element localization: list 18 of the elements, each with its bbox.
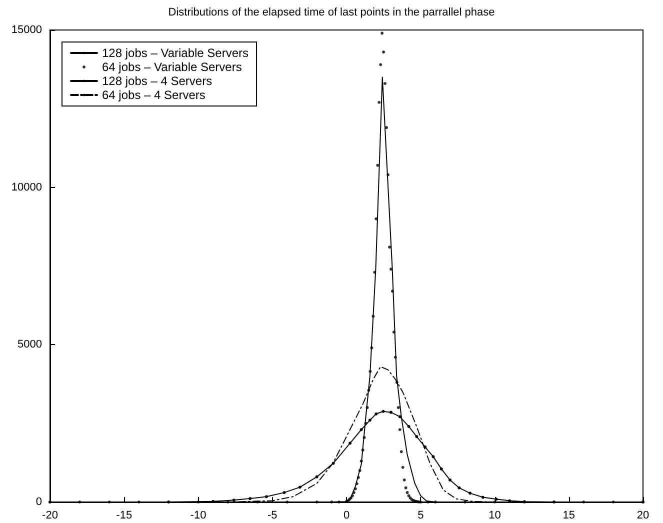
legend-label: 64 jobs – Variable Servers (102, 60, 242, 74)
y-tick-label: 15000 (11, 24, 42, 36)
x-tick-label: -20 (42, 510, 58, 522)
legend-label: 64 jobs – 4 Servers (102, 88, 206, 102)
x-tick-label: -15 (116, 510, 132, 522)
y-tick-label: 10000 (11, 181, 42, 194)
x-tick-label: -5 (267, 510, 278, 522)
legend-label: 128 jobs – 4 Servers (102, 74, 212, 88)
x-tick-label: 15 (562, 510, 575, 522)
x-tick-label: 20 (636, 510, 650, 522)
y-tick-label: 0 (36, 496, 42, 508)
y-tick-label: 5000 (18, 338, 42, 351)
legend-label: 128 jobs – Variable Servers (102, 46, 249, 60)
x-tick-label: 5 (418, 510, 424, 522)
x-tick-label: 0 (343, 510, 350, 522)
chart-title: Distributions of the elapsed time of last points in the parrallel phase (168, 6, 495, 18)
x-tick-label: 10 (488, 510, 501, 522)
x-tick-label: -10 (190, 510, 206, 522)
